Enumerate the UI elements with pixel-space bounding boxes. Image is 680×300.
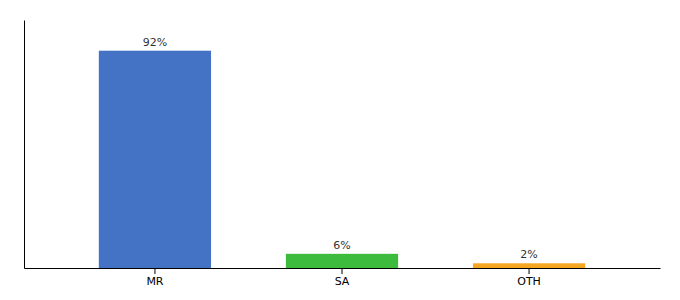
y-axis-line <box>24 21 25 269</box>
bars <box>99 51 585 268</box>
chart: MR SA OTH 92% 6% 2% <box>0 0 680 300</box>
plot: MR SA OTH 92% 6% 2% <box>25 21 661 288</box>
x-tick-mark <box>529 268 530 274</box>
x-tick: SA <box>335 268 350 288</box>
data-labels: 92% 6% 2% <box>143 36 538 262</box>
bar <box>99 51 211 268</box>
x-tick: OTH <box>517 268 541 288</box>
x-tick-mark <box>342 268 343 274</box>
data-label: 6% <box>333 239 350 252</box>
y-axis <box>24 21 25 269</box>
x-tick-label: OTH <box>517 275 541 288</box>
x-tick-mark <box>154 268 155 274</box>
x-axis: MR SA OTH <box>25 268 661 288</box>
data-label: 92% <box>143 36 167 49</box>
x-tick: MR <box>146 268 163 288</box>
bar <box>473 263 585 268</box>
data-label: 2% <box>520 248 537 261</box>
x-tick-label: SA <box>335 275 350 288</box>
bar <box>286 254 398 268</box>
x-tick-label: MR <box>146 275 163 288</box>
